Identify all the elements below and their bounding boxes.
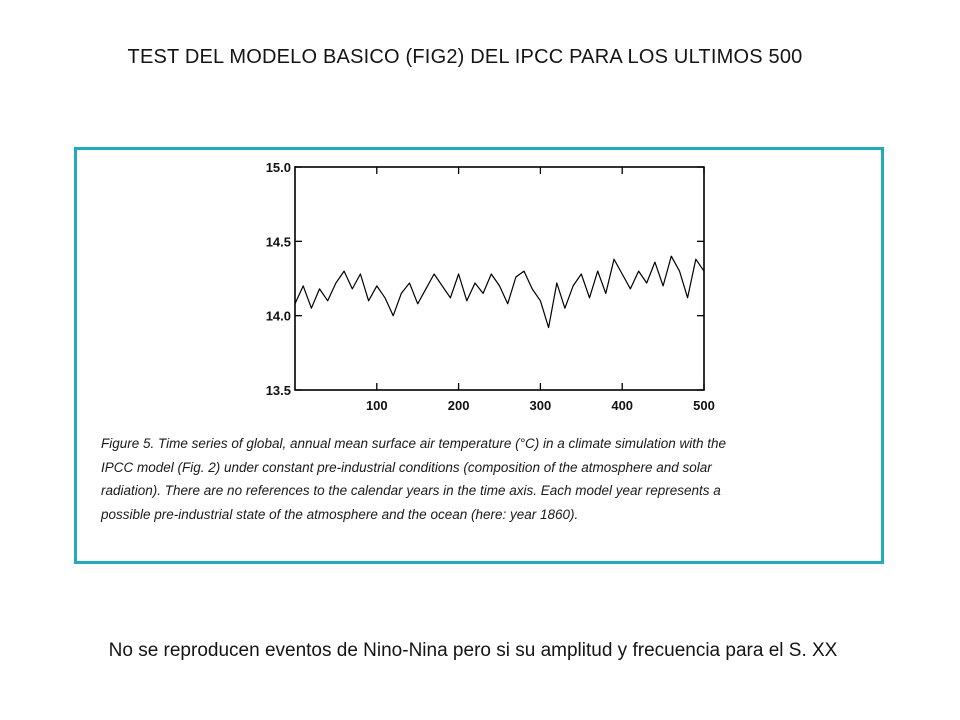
caption-line-2: IPCC model (Fig. 2) under constant pre-i… bbox=[101, 459, 712, 475]
x-tick-label: 200 bbox=[448, 398, 470, 413]
caption-line-3: radiation). There are no references to t… bbox=[101, 483, 721, 498]
caption-line-4: possible pre-industrial state of the atm… bbox=[101, 506, 579, 522]
caption-line-1: Figure 5. Time series of global, annual … bbox=[101, 436, 727, 451]
series-line bbox=[294, 255, 705, 329]
x-ticks: 100 200 300 400 500 bbox=[366, 167, 715, 413]
x-tick-label: 300 bbox=[530, 398, 552, 413]
figure-caption: Figure 5. Time series of global, annual … bbox=[101, 432, 861, 526]
x-tick-label: 500 bbox=[693, 398, 715, 413]
y-tick-label: 14.5 bbox=[266, 234, 291, 249]
footer-note: No se reproducen eventos de Nino-Nina pe… bbox=[108, 640, 838, 661]
axes bbox=[294, 166, 705, 391]
y-tick-label: 13.5 bbox=[266, 383, 291, 398]
y-tick-label: 15.0 bbox=[266, 160, 291, 175]
y-ticks: 15.0 14.5 14.0 13.5 bbox=[266, 160, 704, 398]
slide-title: TEST DEL MODELO BASICO (FIG2) DEL IPCC P… bbox=[127, 46, 803, 68]
x-tick-label: 400 bbox=[611, 398, 633, 413]
y-tick-label: 14.0 bbox=[266, 309, 291, 324]
temperature-chart: 15.0 14.5 14.0 13.5 100 200 300 400 500 bbox=[266, 160, 715, 413]
x-tick-label: 100 bbox=[366, 398, 388, 413]
figure-frame: 15.0 14.5 14.0 13.5 100 200 300 400 500 Figure … bbox=[74, 147, 884, 564]
plot-frame bbox=[294, 166, 705, 391]
